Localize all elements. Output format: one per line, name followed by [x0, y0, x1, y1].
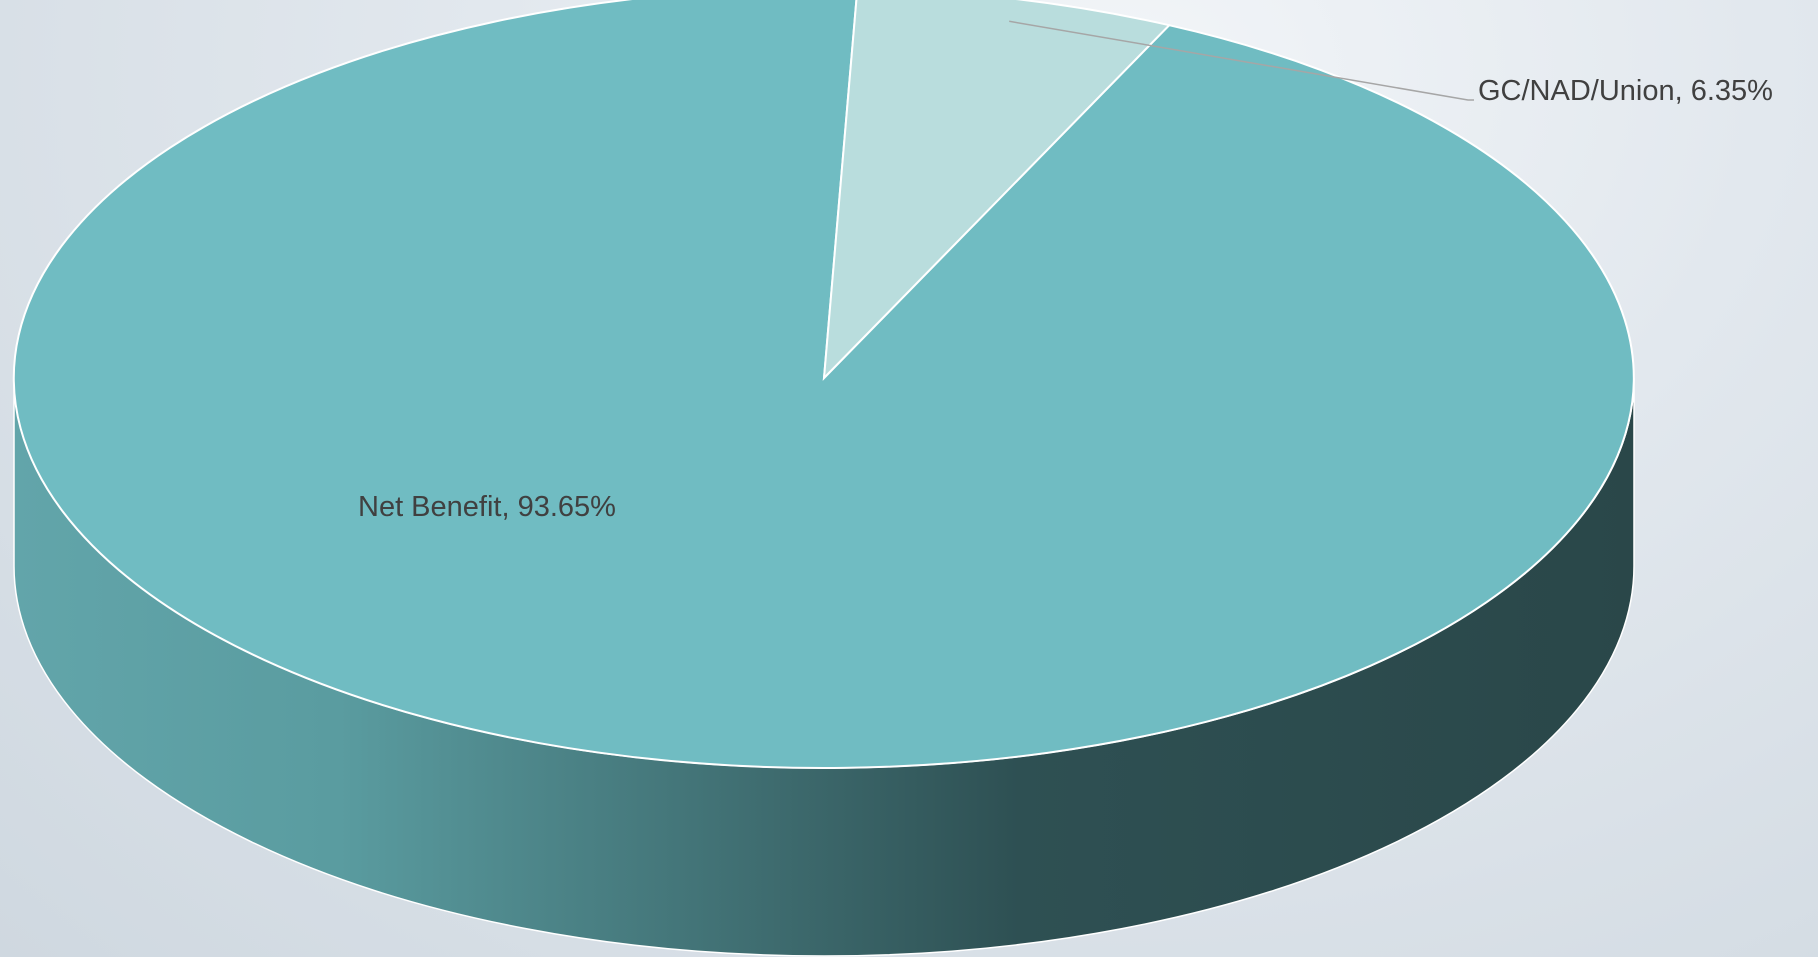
- data-label-gc-nad-union: GC/NAD/Union, 6.35%: [1478, 75, 1773, 107]
- data-label-net-benefit: Net Benefit, 93.65%: [358, 491, 616, 523]
- pie-slice-gc-nad-union[interactable]: [822, 0, 1172, 381]
- pie-slice-net-benefit[interactable]: [12, 0, 1635, 769]
- leader-line-gc-nad-union: [1009, 20, 1474, 101]
